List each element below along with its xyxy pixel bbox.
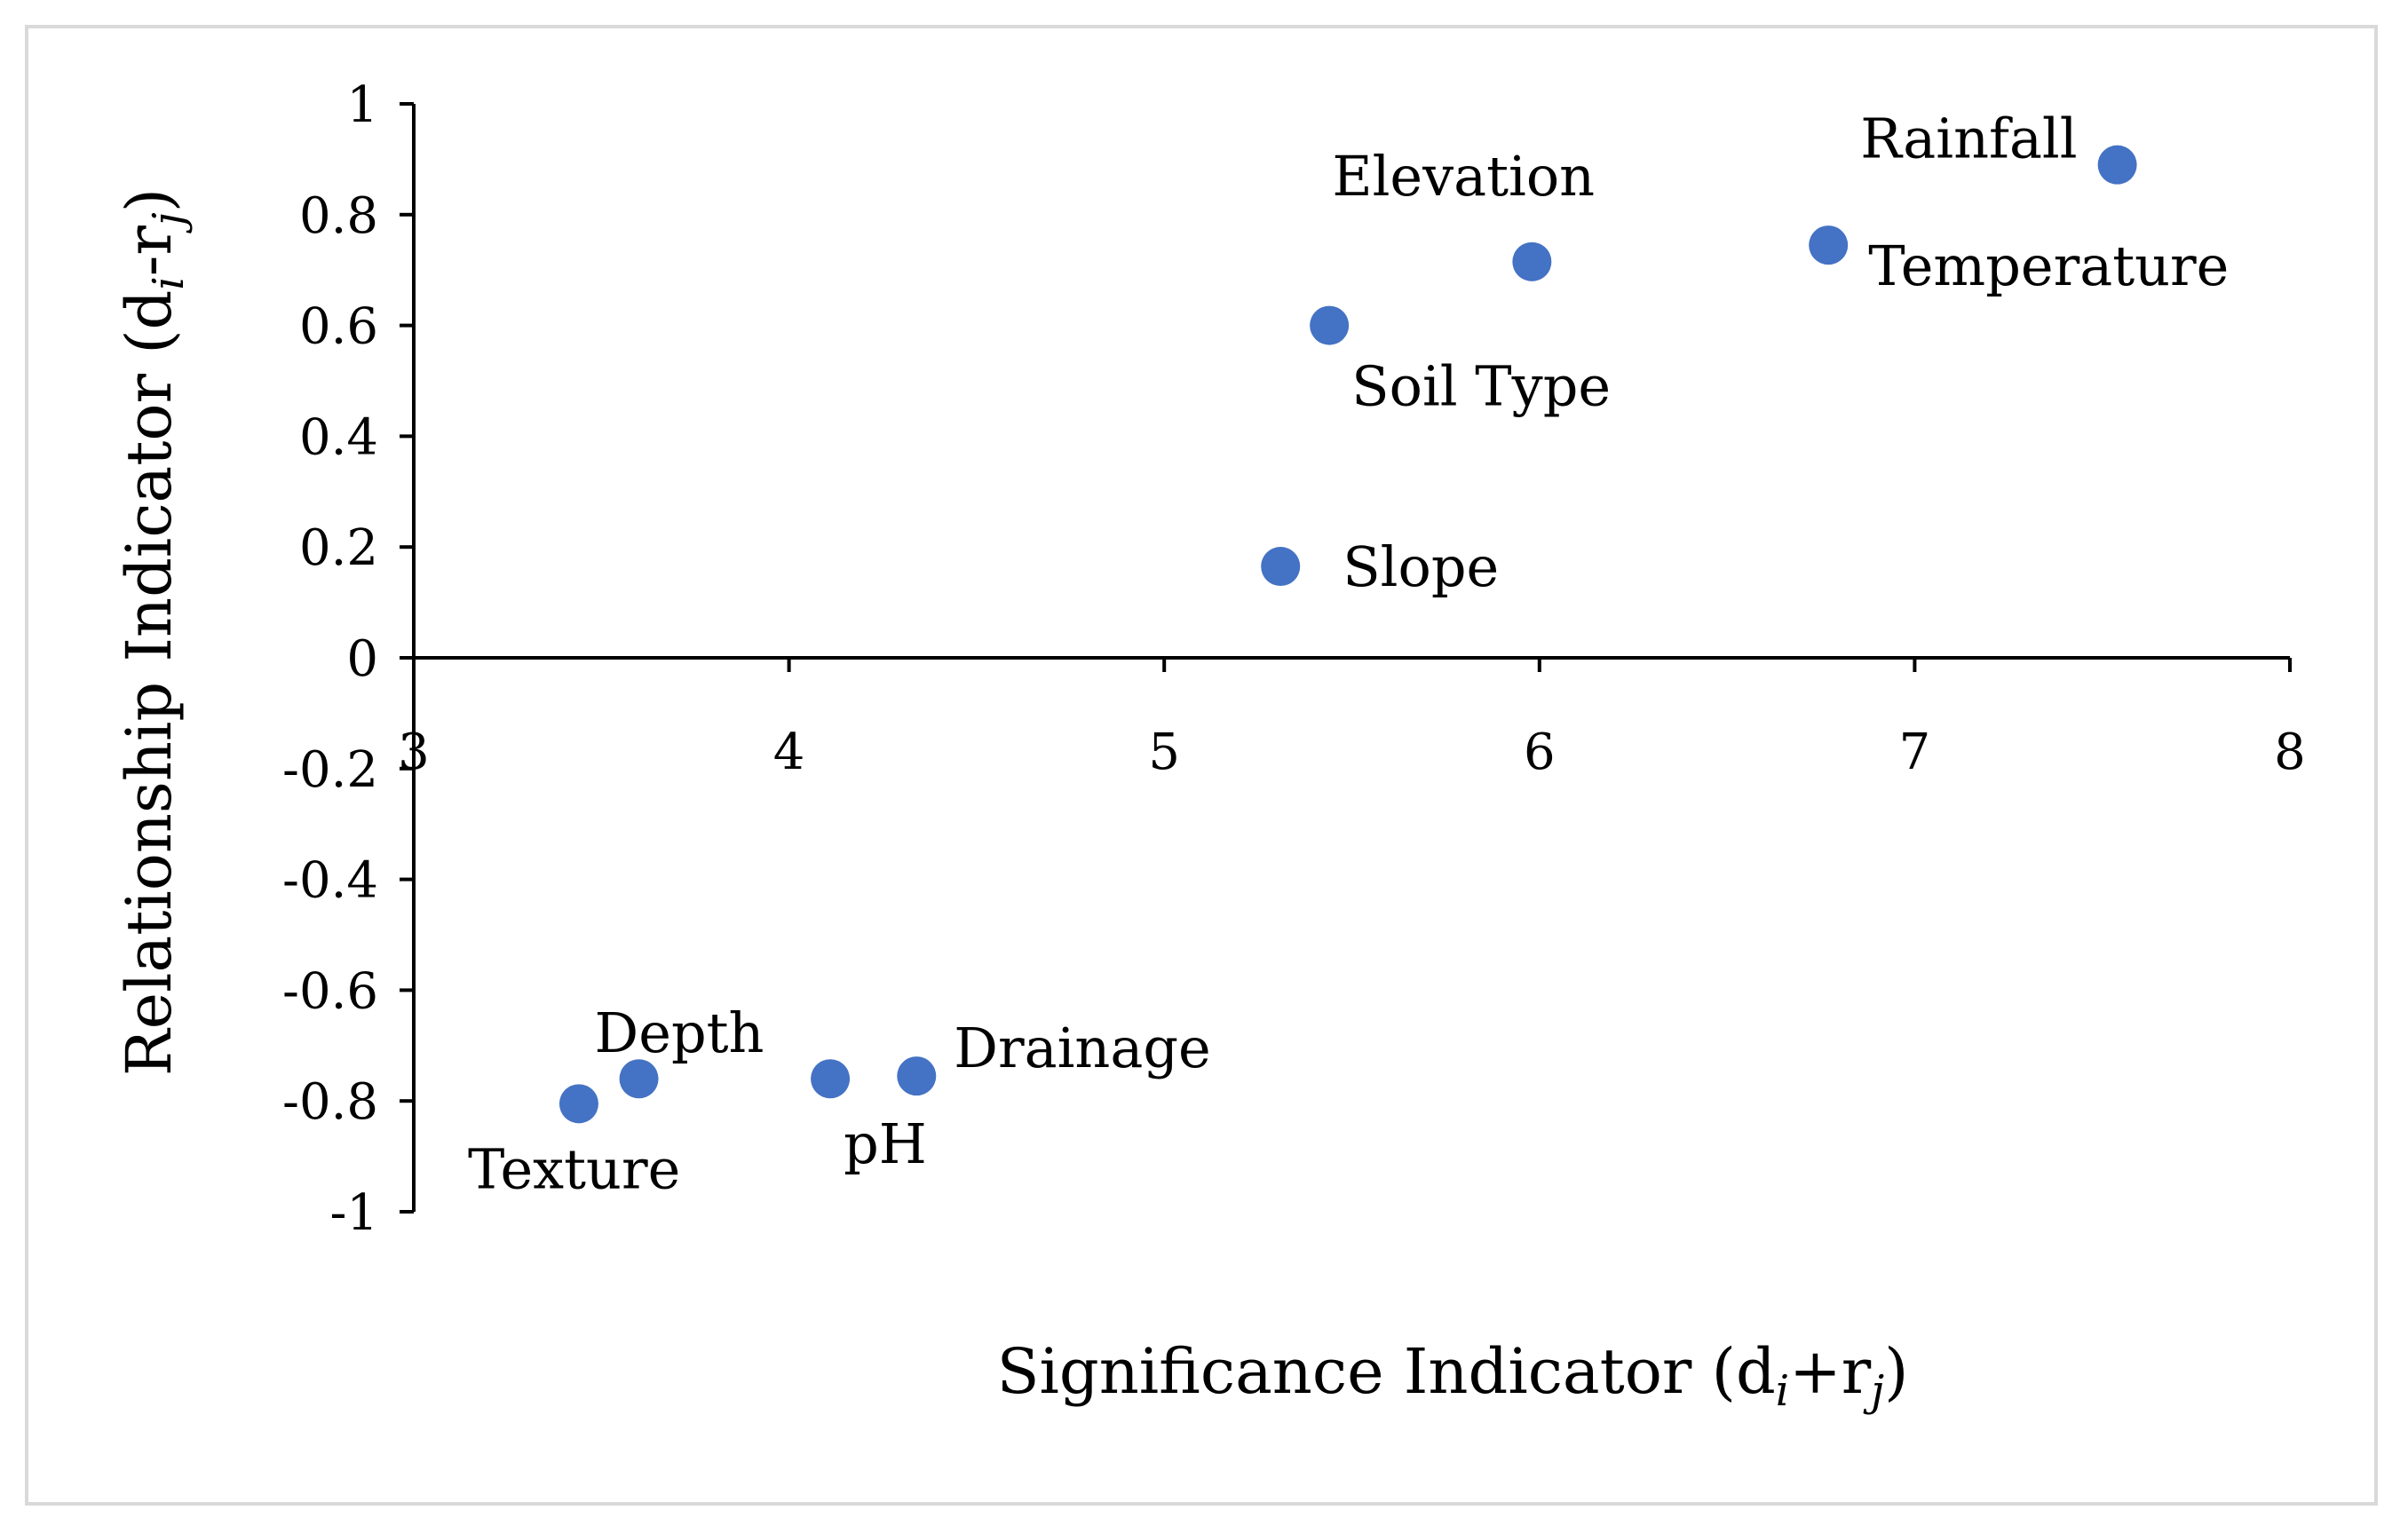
x-tick-label: 7 <box>1899 724 1931 781</box>
data-point-elevation <box>1512 241 1552 281</box>
data-label-soil-type: Soil Type <box>1351 354 1611 419</box>
x-tick-label: 3 <box>398 724 430 781</box>
y-tick-label: 0.2 <box>299 519 378 577</box>
x-tick-label: 6 <box>1524 724 1556 781</box>
y-axis-title: Relationship Indicator (di-rj) <box>113 188 194 1076</box>
data-point-rainfall <box>2097 145 2137 185</box>
data-point-drainage <box>897 1056 937 1096</box>
scatter-chart: 1 0.8 0.6 0.4 0.2 0 -0.2 -0.4 -0.6 -0.8 -1 3 4 5 6 7 8 R… <box>113 76 2306 1416</box>
data-label-elevation: Elevation <box>1332 144 1595 209</box>
y-tick-label: 0.6 <box>299 298 378 356</box>
y-tick-label: -0.6 <box>282 962 378 1020</box>
y-tick-label: 0.8 <box>299 187 378 245</box>
data-label-temperature: Temperature <box>1868 233 2229 298</box>
x-tick-label: 5 <box>1148 724 1180 781</box>
data-point-temperature <box>1809 225 1849 265</box>
x-axis-title: Significance Indicator (di+rj) <box>997 1335 1909 1416</box>
x-tick-label: 8 <box>2274 724 2306 781</box>
data-point-texture <box>558 1084 598 1124</box>
y-tick-label: 0.4 <box>299 408 378 466</box>
data-point-ph <box>811 1059 851 1099</box>
data-point-depth <box>619 1059 659 1099</box>
axes <box>400 102 2292 1214</box>
x-tick-label: 4 <box>773 724 805 781</box>
data-label-ph: pH <box>844 1111 927 1176</box>
tick-labels: 1 0.8 0.6 0.4 0.2 0 -0.2 -0.4 -0.6 -0.8 -1 3 4 5 6 7 8 <box>282 76 2306 1242</box>
data-points <box>558 145 2137 1124</box>
y-tick-label: 1 <box>346 76 378 134</box>
data-label-depth: Depth <box>595 1000 764 1065</box>
y-tick-label: -0.8 <box>282 1073 378 1131</box>
point-labels: Rainfall Temperature Elevation Soil Type Slo… <box>468 107 2229 1202</box>
data-label-drainage: Drainage <box>954 1016 1210 1080</box>
data-point-soil-type <box>1310 305 1350 345</box>
y-tick-label: -0.2 <box>282 741 378 799</box>
data-label-slope: Slope <box>1343 534 1499 599</box>
y-tick-label: -1 <box>329 1184 378 1242</box>
chart-frame: 1 0.8 0.6 0.4 0.2 0 -0.2 -0.4 -0.6 -0.8 -1 3 4 5 6 7 8 R… <box>25 25 2378 1506</box>
y-tick-label: -0.4 <box>282 852 378 910</box>
data-label-texture: Texture <box>468 1136 680 1201</box>
data-label-rainfall: Rainfall <box>1860 107 2077 171</box>
data-point-slope <box>1261 547 1301 587</box>
y-tick-label: 0 <box>346 630 378 688</box>
